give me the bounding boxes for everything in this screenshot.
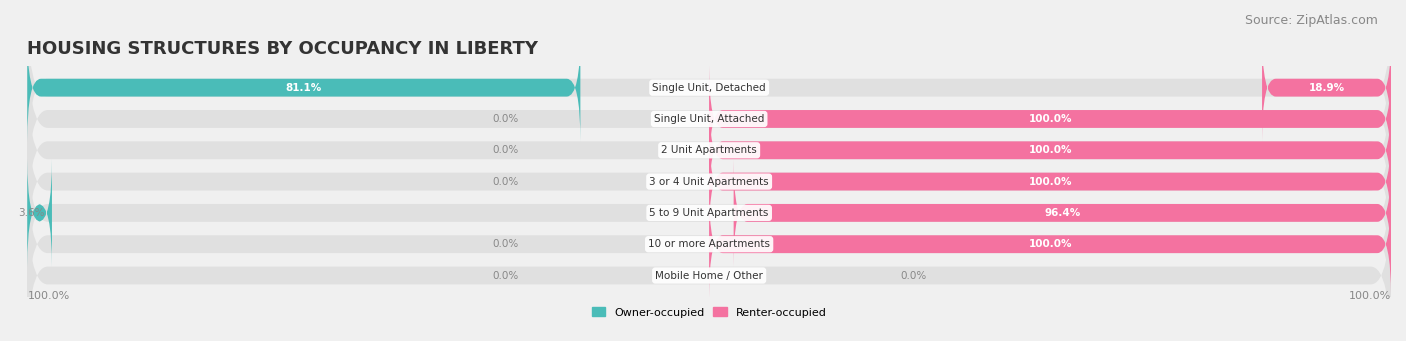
Text: 100.0%: 100.0% (1348, 291, 1391, 301)
FancyBboxPatch shape (709, 97, 1391, 204)
FancyBboxPatch shape (1263, 34, 1391, 142)
Text: 5 to 9 Unit Apartments: 5 to 9 Unit Apartments (650, 208, 769, 218)
Text: Mobile Home / Other: Mobile Home / Other (655, 270, 763, 281)
Text: 100.0%: 100.0% (1028, 114, 1071, 124)
Text: 100.0%: 100.0% (27, 291, 69, 301)
Text: HOUSING STRUCTURES BY OCCUPANCY IN LIBERTY: HOUSING STRUCTURES BY OCCUPANCY IN LIBER… (27, 40, 538, 58)
Text: 96.4%: 96.4% (1045, 208, 1080, 218)
FancyBboxPatch shape (709, 65, 1391, 173)
FancyBboxPatch shape (27, 128, 1391, 298)
Text: 100.0%: 100.0% (1028, 145, 1071, 155)
FancyBboxPatch shape (27, 34, 581, 142)
Text: 0.0%: 0.0% (492, 145, 519, 155)
FancyBboxPatch shape (27, 159, 52, 267)
FancyBboxPatch shape (734, 159, 1391, 267)
FancyBboxPatch shape (27, 65, 1391, 235)
Text: Single Unit, Attached: Single Unit, Attached (654, 114, 765, 124)
FancyBboxPatch shape (27, 3, 1391, 173)
Legend: Owner-occupied, Renter-occupied: Owner-occupied, Renter-occupied (588, 303, 831, 322)
FancyBboxPatch shape (27, 191, 1391, 341)
Text: Source: ZipAtlas.com: Source: ZipAtlas.com (1244, 14, 1378, 27)
Text: 10 or more Apartments: 10 or more Apartments (648, 239, 770, 249)
Text: 18.9%: 18.9% (1309, 83, 1344, 93)
Text: 3 or 4 Unit Apartments: 3 or 4 Unit Apartments (650, 177, 769, 187)
Text: 2 Unit Apartments: 2 Unit Apartments (661, 145, 756, 155)
Text: 0.0%: 0.0% (492, 239, 519, 249)
FancyBboxPatch shape (27, 159, 1391, 329)
Text: 0.0%: 0.0% (900, 270, 927, 281)
Text: 3.6%: 3.6% (18, 208, 45, 218)
FancyBboxPatch shape (709, 191, 1391, 298)
Text: 0.0%: 0.0% (492, 270, 519, 281)
Text: 100.0%: 100.0% (1028, 177, 1071, 187)
FancyBboxPatch shape (27, 97, 1391, 267)
Text: 0.0%: 0.0% (492, 114, 519, 124)
Text: 100.0%: 100.0% (1028, 239, 1071, 249)
Text: 0.0%: 0.0% (492, 177, 519, 187)
Text: 81.1%: 81.1% (285, 83, 322, 93)
FancyBboxPatch shape (709, 128, 1391, 235)
Text: Single Unit, Detached: Single Unit, Detached (652, 83, 766, 93)
FancyBboxPatch shape (27, 34, 1391, 204)
